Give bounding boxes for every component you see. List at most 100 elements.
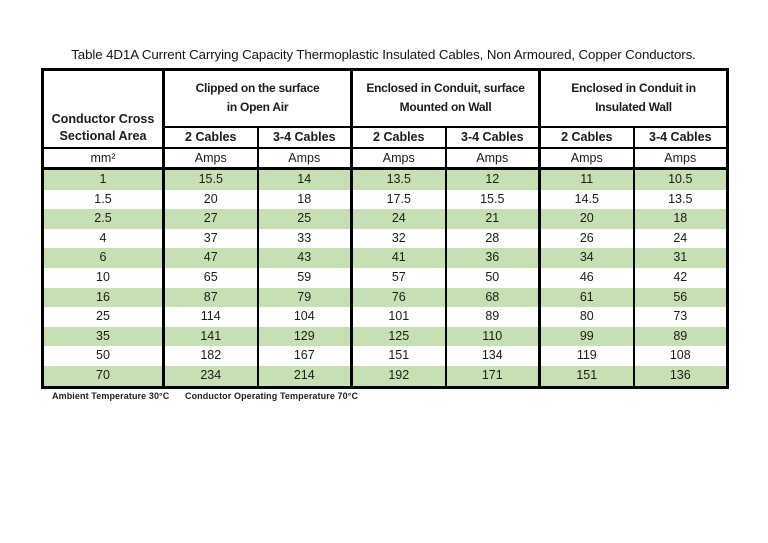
amps-cell: 171	[444, 365, 540, 388]
amps-cell: 141	[162, 326, 258, 347]
size-cell: 16	[96, 289, 110, 304]
table-row: 16 87 79 76 68 61 56	[42, 287, 728, 308]
size-cell: 2.5	[94, 211, 112, 226]
amps-cell: 41	[350, 248, 446, 268]
amps-cell: 119	[538, 346, 634, 366]
amps-cell: 61	[538, 287, 634, 308]
amps-cell: 99	[538, 326, 634, 347]
subheader-cell: 2 Cables	[350, 126, 446, 149]
amps-cell: 87	[162, 287, 258, 308]
amps-cell: 214	[256, 365, 352, 388]
table-row: 6 47 43 41 36 34 31	[42, 248, 728, 268]
amps-cell: 101	[350, 307, 446, 327]
units-row: mm² Amps Amps Amps Amps Amps Amps	[42, 147, 728, 170]
amps-cell: 136	[632, 365, 728, 388]
amps-cell: 12	[444, 168, 540, 190]
group-header-conduit-insulated: Enclosed in Conduit in Insulated Wall	[538, 69, 728, 128]
amps-cell: 31	[632, 248, 728, 268]
size-cell: 50	[96, 348, 110, 363]
amps-cell: 80	[538, 307, 634, 327]
amps-cell: 151	[350, 346, 446, 366]
table-row: 35 141 129 125 110 99 89	[42, 326, 728, 347]
amps-cell: 21	[444, 209, 540, 229]
amps-cell: 13.5	[350, 168, 446, 190]
amps-cell: 125	[350, 326, 446, 347]
subheader-cell: 3-4 Cables	[256, 126, 352, 149]
amps-cell: 73	[632, 307, 728, 327]
amps-cell: 15.5	[444, 189, 540, 210]
unit-cell-amps: Amps	[444, 147, 540, 170]
unit-cell-amps: Amps	[256, 147, 352, 170]
table-row: 2.5 27 25 24 21 20 18	[42, 209, 728, 229]
amps-cell: 57	[350, 267, 446, 288]
amps-cell: 20	[162, 189, 258, 210]
amps-cell: 167	[256, 346, 352, 366]
amps-cell: 25	[256, 209, 352, 229]
amps-cell: 43	[256, 248, 352, 268]
size-cell: 35	[96, 328, 110, 343]
amps-cell: 20	[538, 209, 634, 229]
unit-cell-amps: Amps	[350, 147, 446, 170]
subheader-cell: 2 Cables	[162, 126, 258, 149]
amps-cell: 33	[256, 228, 352, 249]
amps-cell: 110	[444, 326, 540, 347]
amps-cell: 108	[632, 346, 728, 366]
table-row: 1.5 20 18 17.5 15.5 14.5 13.5	[43, 189, 728, 210]
amps-cell: 11	[538, 168, 634, 190]
amps-cell: 182	[162, 346, 258, 366]
amps-cell: 17.5	[350, 189, 446, 210]
amps-cell: 36	[444, 248, 540, 268]
amps-cell: 28	[444, 228, 540, 249]
amps-cell: 34	[538, 248, 634, 268]
amps-cell: 65	[162, 267, 258, 288]
table-row: 25 114 104 101 89 80 73	[43, 307, 728, 327]
size-cell: 10	[96, 269, 110, 284]
amps-cell: 47	[162, 248, 258, 268]
amps-cell: 151	[538, 365, 634, 388]
size-cell: 25	[96, 309, 110, 324]
amps-cell: 18	[632, 209, 728, 229]
amps-cell: 234	[162, 365, 258, 388]
subheader-cell: 3-4 Cables	[444, 126, 540, 149]
operating-temperature-note: Conductor Operating Temperature 70°C	[184, 391, 359, 401]
amps-cell: 134	[444, 346, 540, 366]
group-header-row: Conductor Cross Sectional Area Clipped o…	[42, 69, 728, 149]
amps-cell: 114	[162, 307, 258, 327]
amps-cell: 76	[350, 287, 446, 308]
amps-cell: 50	[444, 267, 540, 288]
unit-cell-mm2: mm²	[42, 147, 164, 170]
amps-cell: 13.5	[632, 189, 728, 210]
amps-cell: 129	[256, 326, 352, 347]
table-title: Table 4D1A Current Carrying Capacity The…	[71, 47, 696, 62]
subheader-cell: 2 Cables	[538, 126, 634, 149]
footnotes: Ambient Temperature 30°C Conductor Opera…	[52, 391, 371, 401]
subheader-cell: 3-4 Cables	[632, 126, 728, 149]
unit-cell-amps: Amps	[538, 147, 634, 170]
amps-cell: 192	[350, 365, 446, 388]
amps-cell: 89	[444, 307, 540, 327]
amps-cell: 37	[162, 228, 258, 249]
subheader-row: 2 Cables 3-4 Cables 2 Cables 3-4 Cables …	[43, 126, 728, 149]
size-cell: 1.5	[94, 191, 112, 206]
amps-cell: 14	[256, 168, 352, 190]
amps-cell: 32	[350, 228, 446, 249]
amps-cell: 89	[632, 326, 728, 347]
amps-cell: 59	[256, 267, 352, 288]
table-row: 10 65 59 57 50 46 42	[43, 267, 728, 288]
amps-cell: 26	[538, 228, 634, 249]
amps-cell: 24	[632, 228, 728, 249]
size-cell: 1	[99, 172, 107, 186]
corner-header-line2: Sectional Area	[59, 128, 147, 143]
amps-cell: 24	[350, 209, 446, 229]
amps-cell: 68	[444, 287, 540, 308]
table-row: 70 234 214 192 171 151 136	[42, 365, 728, 388]
table-row: 50 182 167 151 134 119 108	[43, 346, 728, 366]
size-cell: 6	[99, 250, 107, 265]
amps-cell: 56	[632, 287, 728, 308]
amps-cell: 10.5	[632, 168, 728, 190]
amps-cell: 14.5	[538, 189, 634, 210]
unit-cell-amps: Amps	[162, 147, 258, 170]
amps-cell: 104	[256, 307, 352, 327]
amps-cell: 42	[632, 267, 728, 288]
